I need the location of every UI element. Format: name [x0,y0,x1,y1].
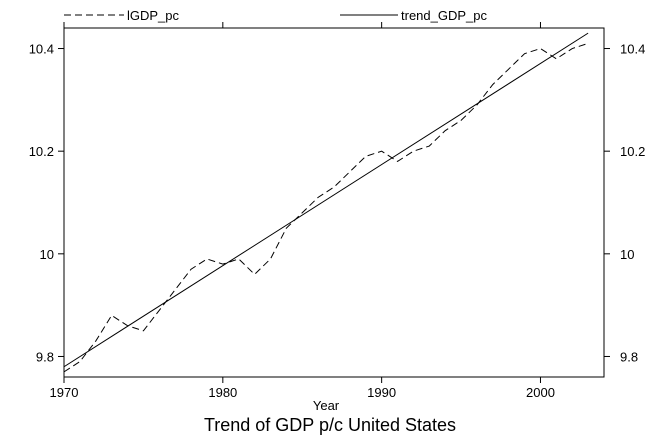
y-tick-label-left-2: 10.2 [29,144,54,159]
y-tick-label-right-1: 10 [620,247,634,262]
y-tick-label-right-2: 10.2 [620,144,645,159]
plot-frame [63,27,605,378]
series-line-lgdp-pc [63,42,589,373]
x-axis: 1970 1980 1990 2000 [50,22,555,400]
y-tick-label-right-3: 10.4 [620,42,645,57]
legend-label-lgdp-pc: lGDP_pc [127,8,180,23]
y-axis-right: 9.8 10 10.2 10.4 [604,42,645,364]
series-line-trend-gdp-pc [63,32,589,368]
x-tick-label-2000: 2000 [526,385,555,400]
y-tick-label-left-0: 9.8 [36,349,54,364]
x-tick-label-1970: 1970 [50,385,79,400]
y-tick-label-left-3: 10.4 [29,42,54,57]
x-axis-title: Year [313,398,340,413]
series-layer [63,32,589,373]
x-tick-label-1980: 1980 [208,385,237,400]
x-tick-label-1990: 1990 [367,385,396,400]
y-axis-left: 9.8 10 10.2 10.4 [29,42,64,364]
y-tick-label-left-1: 10 [40,247,54,262]
legend-label-trend-gdp-pc: trend_GDP_pc [401,8,487,23]
legend: lGDP_pc trend_GDP_pc [64,8,487,23]
chart-title: Trend of GDP p/c United States [204,415,456,435]
y-tick-label-right-0: 9.8 [620,349,638,364]
